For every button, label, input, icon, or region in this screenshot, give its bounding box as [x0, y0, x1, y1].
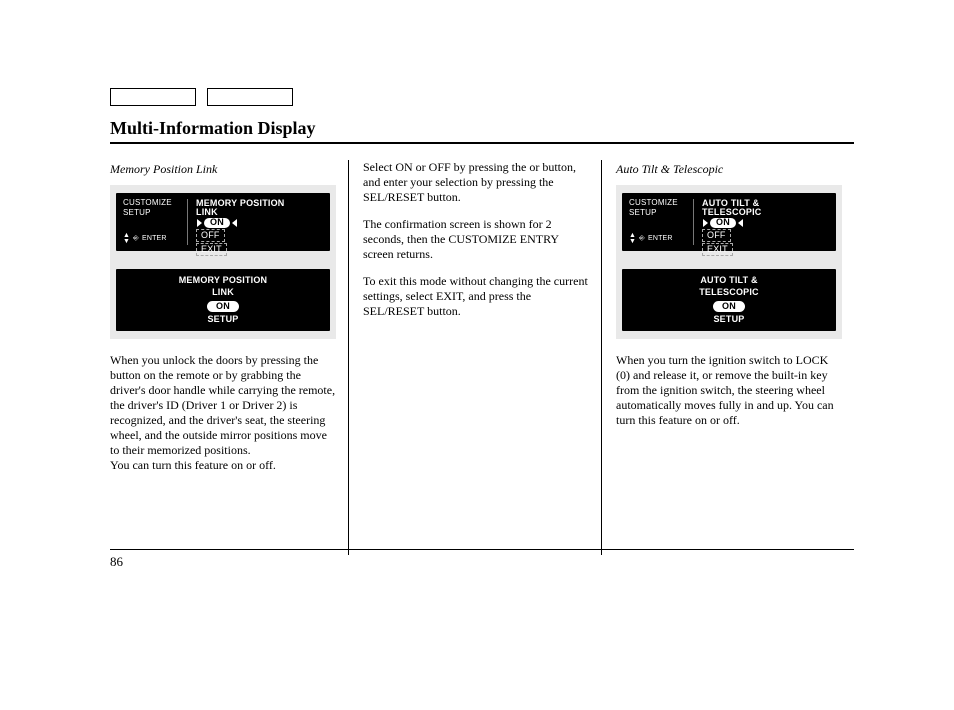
cursor-right-icon	[738, 219, 743, 227]
lcd-right-pane: AUTO TILT & TELESCOPIC ON OFF EXIT	[694, 199, 829, 245]
lcd-option: EXIT	[702, 243, 733, 256]
lcd-confirm-title: TELESCOPIC	[628, 288, 830, 297]
up-down-icon: ▲▼	[123, 233, 130, 245]
lcd-option-selected: ON	[196, 218, 323, 228]
lcd-right-pane: MEMORY POSITION LINK ON OFF EXIT	[188, 199, 323, 245]
lcd-confirm-display: MEMORY POSITION LINK ON SETUP	[116, 269, 330, 331]
header-mark	[207, 88, 293, 106]
column-middle: Select ON or OFF by pressing the or butt…	[348, 160, 601, 555]
lcd-menu-display: CUSTOMIZE SETUP ▲▼ ⎆ ENTER MEMORY POSITI…	[116, 193, 330, 251]
page-footer: 86	[110, 549, 854, 570]
lcd-option: EXIT	[196, 243, 227, 256]
lcd-confirm-display: AUTO TILT & TELESCOPIC ON SETUP	[622, 269, 836, 331]
lcd-left-label: SETUP	[123, 209, 183, 217]
column-left: Memory Position Link CUSTOMIZE SETUP ▲▼ …	[110, 160, 348, 555]
lcd-confirm-value: ON	[713, 301, 745, 312]
page-title: Multi-Information Display	[110, 118, 854, 139]
enter-label: ENTER	[142, 235, 167, 244]
lcd-left-pane: CUSTOMIZE SETUP ▲▼ ⎆ ENTER	[629, 199, 694, 245]
header-mark	[110, 88, 196, 106]
cursor-left-icon	[197, 219, 202, 227]
lcd-option-selected: ON	[702, 218, 829, 228]
body-text: To exit this mode without changing the c…	[363, 274, 589, 319]
lcd-confirm-title: LINK	[122, 288, 324, 297]
lcd-confirm-title: AUTO TILT &	[628, 276, 830, 285]
lcd-option: OFF	[196, 229, 225, 242]
page-number: 86	[110, 554, 123, 569]
cursor-left-icon	[703, 219, 708, 227]
lcd-option-label: ON	[204, 218, 230, 228]
header-marks	[110, 88, 293, 106]
figure-group: CUSTOMIZE SETUP ▲▼ ⎆ ENTER MEMORY POSITI…	[110, 185, 336, 339]
body-text: When you turn the ignition switch to LOC…	[616, 353, 842, 428]
manual-page: Multi-Information Display Memory Positio…	[0, 0, 954, 710]
lcd-scroll-hint: ▲▼ ⎆ ENTER	[629, 233, 689, 245]
page-title-block: Multi-Information Display	[110, 118, 854, 144]
up-down-icon: ▲▼	[629, 233, 636, 245]
lcd-confirm-sub: SETUP	[628, 314, 830, 325]
lcd-confirm-title: MEMORY POSITION	[122, 276, 324, 285]
lcd-left-label: CUSTOMIZE	[123, 199, 183, 207]
lcd-left-label: CUSTOMIZE	[629, 199, 689, 207]
title-rule	[110, 142, 854, 144]
lcd-option: OFF	[702, 229, 731, 242]
cursor-right-icon	[232, 219, 237, 227]
subhead: Memory Position Link	[110, 162, 336, 177]
enter-label: ENTER	[648, 235, 673, 244]
body-text: The confirmation screen is shown for 2 s…	[363, 217, 589, 262]
lcd-confirm-value: ON	[207, 301, 239, 312]
subhead: Auto Tilt & Telescopic	[616, 162, 842, 177]
lcd-left-pane: CUSTOMIZE SETUP ▲▼ ⎆ ENTER	[123, 199, 188, 245]
body-text: When you unlock the doors by pressing th…	[110, 353, 336, 473]
figure-group: CUSTOMIZE SETUP ▲▼ ⎆ ENTER AUTO TILT & T…	[616, 185, 842, 339]
lcd-menu-display: CUSTOMIZE SETUP ▲▼ ⎆ ENTER AUTO TILT & T…	[622, 193, 836, 251]
lcd-option-label: ON	[710, 218, 736, 228]
footer-rule	[110, 549, 854, 550]
lcd-scroll-hint: ▲▼ ⎆ ENTER	[123, 233, 183, 245]
lcd-confirm-sub: SETUP	[122, 314, 324, 325]
columns: Memory Position Link CUSTOMIZE SETUP ▲▼ …	[110, 160, 854, 555]
body-text: Select ON or OFF by pressing the or butt…	[363, 160, 589, 205]
column-right: Auto Tilt & Telescopic CUSTOMIZE SETUP ▲…	[601, 160, 854, 555]
lcd-left-label: SETUP	[629, 209, 689, 217]
